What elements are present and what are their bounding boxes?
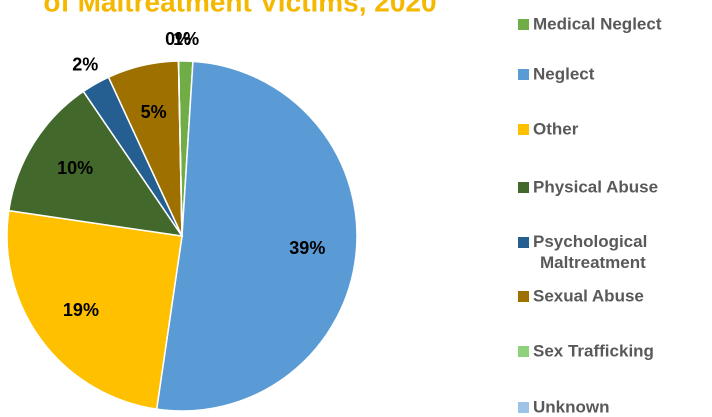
data-label: 0%	[165, 29, 191, 49]
legend-swatch	[518, 69, 529, 80]
data-label: 19%	[63, 300, 99, 320]
legend-swatch	[518, 291, 529, 302]
legend-label: Physical Abuse	[533, 177, 658, 196]
chart-title: of Maltreatment Victims, 2020	[43, 0, 436, 17]
legend-swatch	[518, 124, 529, 135]
legend-line: Psychological	[533, 232, 647, 251]
legend-label: Sexual Abuse	[533, 286, 644, 305]
legend-label: Medical Neglect	[533, 14, 662, 33]
legend-swatch	[518, 346, 529, 357]
legend-line: Maltreatment	[540, 253, 646, 272]
legend-label: Neglect	[533, 64, 595, 83]
pie-slice	[155, 60, 358, 412]
pie-slice	[7, 90, 184, 237]
data-label: 5%	[141, 102, 167, 122]
legend-label: Sex Trafficking	[533, 341, 654, 360]
legend-swatch	[518, 19, 529, 30]
legend-label: Unknown	[533, 397, 610, 416]
data-label: 39%	[289, 238, 325, 258]
data-label: 2%	[72, 54, 98, 74]
pie-slice	[6, 209, 183, 411]
legend-label: Psychological Maltreatment	[533, 232, 647, 272]
legend-swatch	[518, 237, 529, 248]
legend-swatch	[518, 402, 529, 413]
legend-swatch	[518, 182, 529, 193]
data-label: 1%	[173, 29, 199, 49]
data-label: 10%	[57, 158, 93, 178]
legend-label: Other	[533, 119, 579, 138]
